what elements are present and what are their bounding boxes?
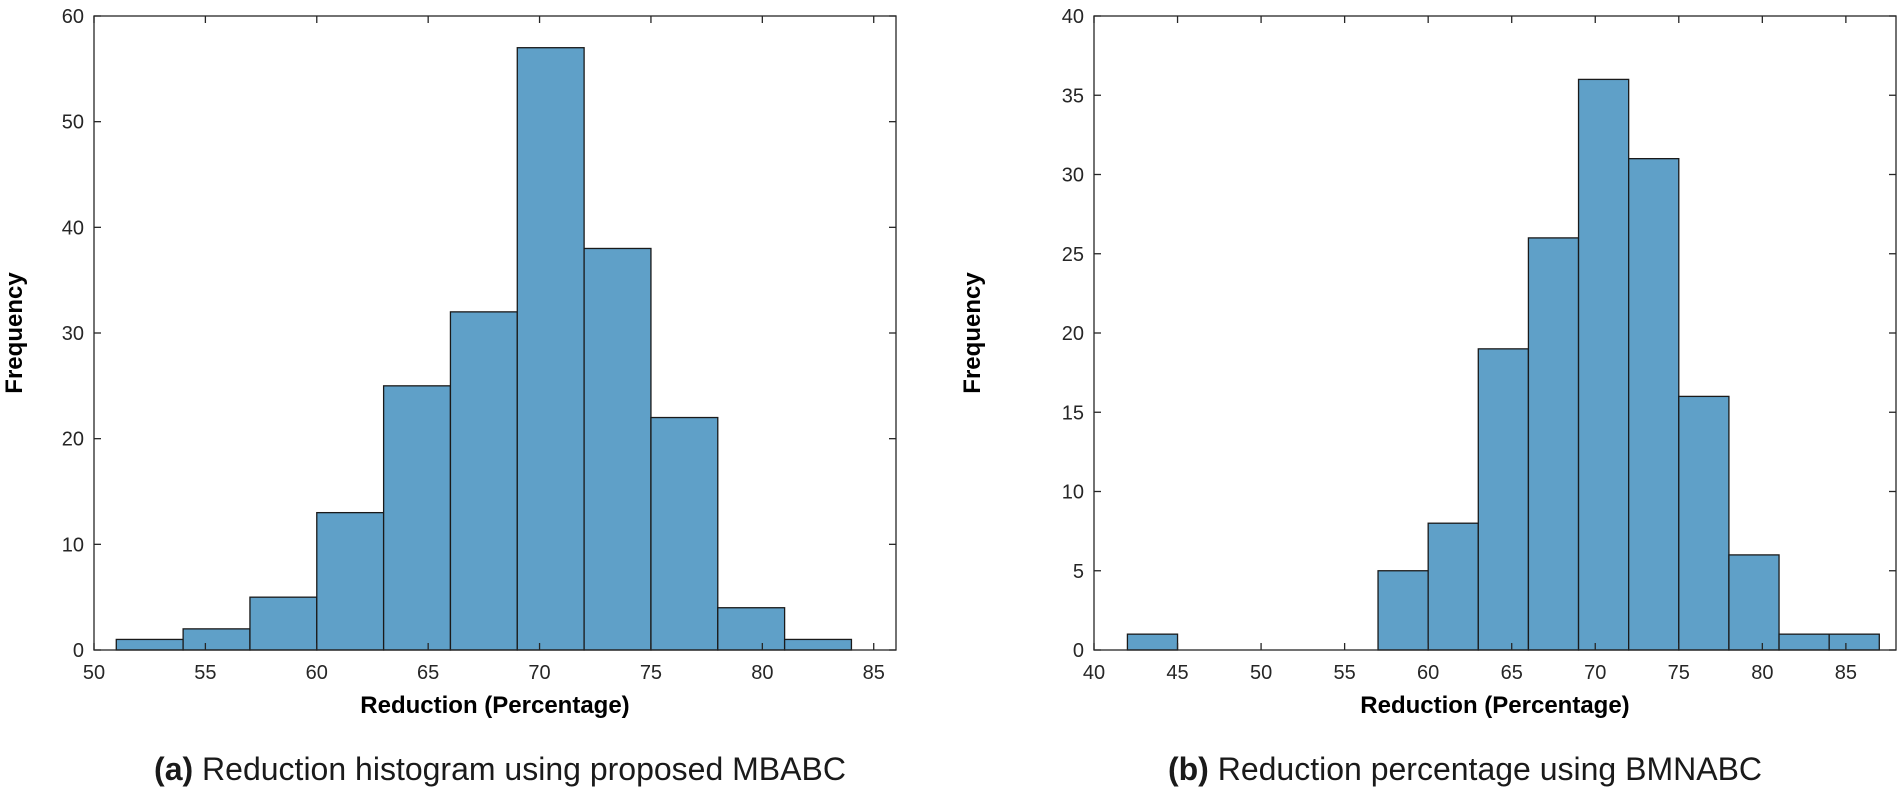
caption-label-b: (b): [1168, 751, 1218, 787]
x-tick-label: 70: [528, 662, 550, 684]
bar: [316, 511, 385, 651]
y-tick-label: 15: [1062, 402, 1084, 424]
x-tick-label: 85: [863, 662, 885, 684]
bar: [583, 247, 652, 651]
y-tick-label: 60: [62, 6, 84, 28]
y-tick-label: 20: [1062, 323, 1084, 345]
y-tick-label: 0: [73, 640, 84, 662]
bar: [1678, 395, 1730, 651]
y-tick-label: 20: [62, 429, 84, 451]
x-tick-label: 55: [1334, 662, 1356, 684]
y-tick-label: 10: [62, 534, 84, 556]
bar: [1628, 157, 1680, 651]
x-tick-label: 60: [306, 662, 328, 684]
x-tick-label: 50: [1250, 662, 1272, 684]
bar: [1778, 633, 1830, 651]
bar: [1728, 554, 1780, 651]
bar: [249, 596, 318, 651]
x-axis-label-b: Reduction (Percentage): [1360, 692, 1629, 719]
bar: [1577, 78, 1630, 651]
y-tick-label: 5: [1073, 561, 1084, 583]
bar: [1126, 633, 1179, 651]
bar: [1527, 237, 1580, 651]
x-tick-label: 80: [1751, 662, 1773, 684]
bar: [783, 638, 853, 651]
caption-label-a: (a): [154, 751, 202, 787]
x-tick-label: 70: [1584, 662, 1606, 684]
y-tick-label: 10: [1062, 482, 1084, 504]
y-tick-label: 50: [62, 112, 84, 134]
y-tick-label: 40: [1062, 6, 1084, 28]
caption-text-a: Reduction histogram using proposed MBABC: [202, 751, 846, 787]
x-axis-label-a: Reduction (Percentage): [360, 692, 629, 719]
bar: [1427, 522, 1479, 651]
bar: [182, 628, 251, 651]
caption-b: (b) Reduction percentage using BMNABC: [1168, 751, 1762, 787]
x-tick-label: 55: [194, 662, 216, 684]
y-tick-label: 0: [1073, 640, 1084, 662]
axes-frame-b: [1093, 15, 1897, 651]
y-tick-label: 40: [62, 217, 84, 239]
bars-b: [1126, 78, 1880, 651]
y-tick-label: 25: [1062, 244, 1084, 266]
bars-a: [115, 47, 853, 651]
x-tick-label: 60: [1417, 662, 1439, 684]
ticks-a: 50 55 60 65 70 75 80 85 0 10 20 30 40 50 60: [62, 6, 896, 684]
y-axis-label-b: Frequency: [959, 272, 986, 394]
bar: [1828, 633, 1880, 651]
y-tick-label: 35: [1062, 85, 1084, 107]
bar: [1377, 570, 1429, 651]
bar: [650, 416, 719, 651]
caption-a: (a) Reduction histogram using proposed M…: [154, 751, 846, 787]
x-tick-label: 45: [1166, 662, 1188, 684]
axes-frame-a: [93, 15, 897, 651]
caption-text-b: Reduction percentage using BMNABC: [1218, 751, 1762, 787]
y-axis-label-a: Frequency: [1, 272, 28, 394]
x-tick-label: 75: [1668, 662, 1690, 684]
y-tick-label: 30: [1062, 165, 1084, 187]
bar: [1477, 348, 1530, 651]
x-tick-label: 40: [1083, 662, 1105, 684]
bar: [115, 638, 184, 651]
bar: [382, 385, 452, 651]
bar: [717, 607, 786, 651]
histogram-panel-a: 50 55 60 65 70 75 80 85 0 10 20 30 40 50 60 Reduction …: [1, 6, 897, 787]
histogram-panel-b: 40 45 50 55 60 65 70 75 80 85 0 5 10 15 20 25 30 35 40 Red…: [959, 6, 1897, 787]
x-tick-label: 65: [417, 662, 439, 684]
x-tick-label: 80: [751, 662, 773, 684]
x-tick-label: 75: [640, 662, 662, 684]
x-tick-label: 50: [83, 662, 105, 684]
bar: [516, 47, 585, 651]
x-tick-label: 85: [1835, 662, 1857, 684]
y-tick-label: 30: [62, 323, 84, 345]
x-tick-label: 65: [1501, 662, 1523, 684]
bar: [449, 311, 518, 651]
